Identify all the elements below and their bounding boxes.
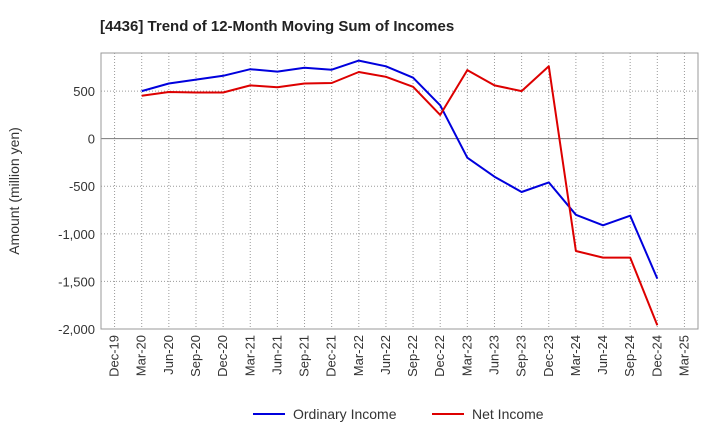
x-tick-label: Jun-20: [161, 335, 176, 375]
x-tick-label: Dec-21: [324, 335, 339, 377]
x-tick-label: Sep-24: [622, 335, 637, 377]
y-tick-label: -500: [69, 179, 95, 194]
x-tick-label: Jun-22: [378, 335, 393, 375]
x-tick-label: Dec-24: [649, 335, 664, 377]
x-tick-label: Sep-20: [188, 335, 203, 377]
x-tick-label: Mar-25: [676, 335, 691, 376]
y-tick-label: -2,000: [58, 322, 95, 337]
x-tick-label: Mar-21: [242, 335, 257, 376]
x-tick-label: Mar-23: [459, 335, 474, 376]
x-tick-label: Dec-19: [107, 335, 122, 377]
x-tick-label: Dec-22: [432, 335, 447, 377]
x-tick-label: Mar-22: [351, 335, 366, 376]
plot-frame: [100, 52, 699, 330]
y-tick-label: -1,000: [58, 227, 95, 242]
y-tick-label: 500: [73, 84, 95, 99]
y-tick-labels: 500 0 -500 -1,000 -1,500 -2,000: [58, 84, 95, 337]
legend-label-ordinary-income: Ordinary Income: [293, 406, 397, 422]
x-tick-label: Sep-21: [297, 335, 312, 377]
x-tick-label: Jun-23: [486, 335, 501, 375]
series-line-ordinary-income: [141, 59, 659, 279]
x-tick-label: Mar-24: [568, 335, 583, 376]
legend-label-net-income: Net Income: [472, 406, 544, 422]
x-tick-label: Dec-23: [541, 335, 556, 377]
y-tick-label: 0: [88, 132, 95, 147]
series-line-net-income: [141, 65, 659, 326]
legend: Ordinary Income Net Income: [253, 406, 544, 422]
x-tick-label: Mar-20: [134, 335, 149, 376]
x-tick-label: Sep-22: [405, 335, 420, 377]
x-tick-labels: Dec-19 Mar-20 Jun-20 Sep-20 Dec-20 Mar-21 Jun-…: [107, 335, 692, 377]
x-tick-label: Sep-23: [514, 335, 529, 377]
series-lines: [141, 59, 659, 326]
grid: [101, 53, 698, 330]
y-tick-label: -1,500: [58, 274, 95, 289]
chart-title: [4436] Trend of 12-Month Moving Sum of I…: [100, 18, 454, 35]
y-axis-label: Amount (million yen): [6, 127, 22, 255]
x-tick-label: Dec-20: [215, 335, 230, 377]
x-tick-label: Jun-24: [595, 335, 610, 375]
x-tick-label: Jun-21: [269, 335, 284, 375]
